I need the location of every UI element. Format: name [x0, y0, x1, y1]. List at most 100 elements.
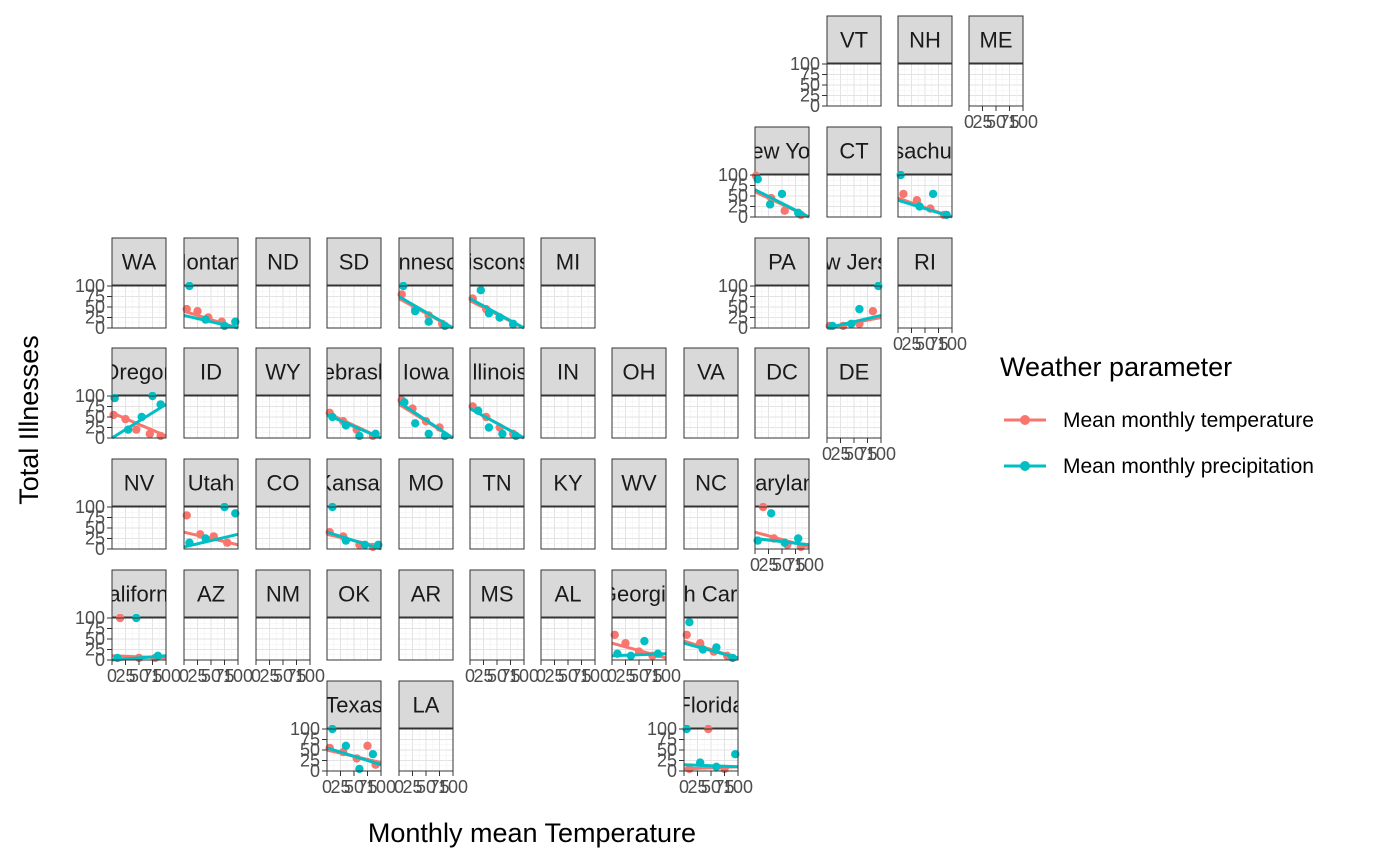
data-point [121, 414, 130, 424]
data-point [124, 425, 133, 434]
facet-label: Wisconsin [447, 250, 547, 275]
y-tick-label: 100 [75, 608, 105, 628]
facet-label: Georgia [600, 582, 679, 607]
facet-strip [826, 347, 882, 396]
y-tick-label: 50 [85, 407, 105, 427]
x-tick-label: 75 [999, 112, 1019, 132]
y-tick-label: 50 [85, 629, 105, 649]
facet-label: New York [736, 139, 830, 164]
x-tick-label: 100 [866, 444, 896, 464]
panel-border [469, 285, 525, 329]
y-tick-label: 0 [95, 318, 105, 338]
facet-label: SD [339, 250, 370, 275]
facet-label: Utah [188, 471, 234, 496]
y-tick-label: 100 [75, 276, 105, 296]
data-point [182, 511, 191, 520]
facet-strip [326, 680, 382, 729]
y-tick-label: 50 [300, 740, 320, 760]
facet-label: LA [413, 693, 440, 718]
data-point [942, 210, 951, 220]
x-tick-label: 0 [179, 666, 189, 686]
data-point [371, 429, 380, 438]
x-tick-label: 0 [964, 112, 974, 132]
x-tick-label: 75 [286, 666, 306, 686]
facet-label: Kansas [317, 471, 390, 496]
x-tick-label: 50 [201, 666, 221, 686]
data-point [400, 398, 409, 407]
facet-strip [469, 458, 525, 507]
data-point [363, 741, 372, 750]
data-point [231, 317, 240, 326]
x-tick-label: 25 [830, 444, 850, 464]
data-point [185, 538, 194, 547]
panel-border [326, 285, 382, 329]
facet-panel: CT [826, 126, 882, 218]
facet-strip [968, 15, 1024, 64]
facet-strip [611, 347, 667, 396]
facet-panel: CO [255, 458, 311, 550]
data-point [495, 313, 504, 322]
panel-border [683, 506, 739, 550]
data-point [780, 206, 789, 215]
panel-border [469, 395, 525, 439]
data-point [113, 653, 122, 663]
facet-label: KY [553, 471, 583, 496]
x-tick-label: 100 [723, 777, 753, 797]
x-tick-label: 25 [687, 777, 707, 797]
facet-strip [326, 569, 382, 618]
facet-strip [111, 347, 167, 396]
x-tick-label: 0 [251, 666, 261, 686]
facet-panel: NH [897, 15, 953, 107]
facet-strip [754, 458, 810, 507]
trend-line [326, 746, 382, 767]
facet-label: MI [556, 250, 580, 275]
panel-border [469, 506, 525, 550]
y-tick-label: 100 [290, 719, 320, 739]
facet-label: OK [338, 582, 370, 607]
facet-strip [540, 569, 596, 618]
x-tick-label: 100 [223, 666, 253, 686]
x-tick-label: 100 [794, 555, 824, 575]
y-tick-label: 50 [85, 518, 105, 538]
x-tick-label: 100 [509, 666, 539, 686]
facet-strip [326, 237, 382, 286]
y-tick-label: 0 [738, 207, 748, 227]
panel-border [540, 395, 596, 439]
legend-label: Mean monthly temperature [1063, 409, 1314, 432]
x-tick-label: 0 [607, 666, 617, 686]
panel-border [540, 285, 596, 329]
y-tick-label: 75 [85, 508, 105, 528]
facet-panel: KY [540, 458, 596, 550]
trend-line [111, 411, 167, 438]
data-point [220, 321, 229, 331]
facet-panel: Wisconsin [447, 237, 547, 330]
facet-label: AR [411, 582, 442, 607]
x-tick-label: 50 [844, 444, 864, 464]
facet-label: AL [555, 582, 582, 607]
data-point [411, 307, 420, 316]
facet-label: RI [914, 250, 936, 275]
data-point [193, 307, 202, 316]
data-point [341, 421, 351, 430]
panel-data [468, 402, 525, 441]
y-tick-label: 25 [728, 308, 748, 328]
facet-panel: Utah [182, 458, 240, 550]
panel-border [826, 174, 882, 218]
facet-label: NC [695, 471, 727, 496]
data-point [137, 412, 146, 422]
facet-label: WY [265, 360, 301, 385]
facet-strip [398, 458, 454, 507]
data-point [753, 536, 762, 545]
x-tick-label: 25 [259, 666, 279, 686]
x-tick-label: 75 [214, 666, 234, 686]
x-tick-label: 50 [915, 334, 935, 354]
data-point [509, 319, 518, 328]
facet-panel: Illinois [468, 347, 525, 441]
x-tick-label: 50 [273, 666, 293, 686]
facet-label: VA [697, 360, 725, 385]
y-tick-label: 50 [85, 297, 105, 317]
